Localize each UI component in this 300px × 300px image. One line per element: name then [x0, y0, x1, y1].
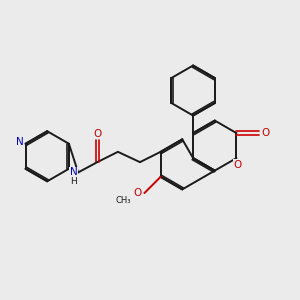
Text: H: H — [70, 177, 77, 186]
Text: N: N — [70, 167, 78, 178]
Text: O: O — [234, 160, 242, 170]
Text: CH₃: CH₃ — [116, 196, 131, 205]
Text: N: N — [16, 137, 23, 147]
Text: O: O — [93, 129, 101, 139]
Text: O: O — [261, 128, 269, 138]
Text: O: O — [134, 188, 142, 198]
